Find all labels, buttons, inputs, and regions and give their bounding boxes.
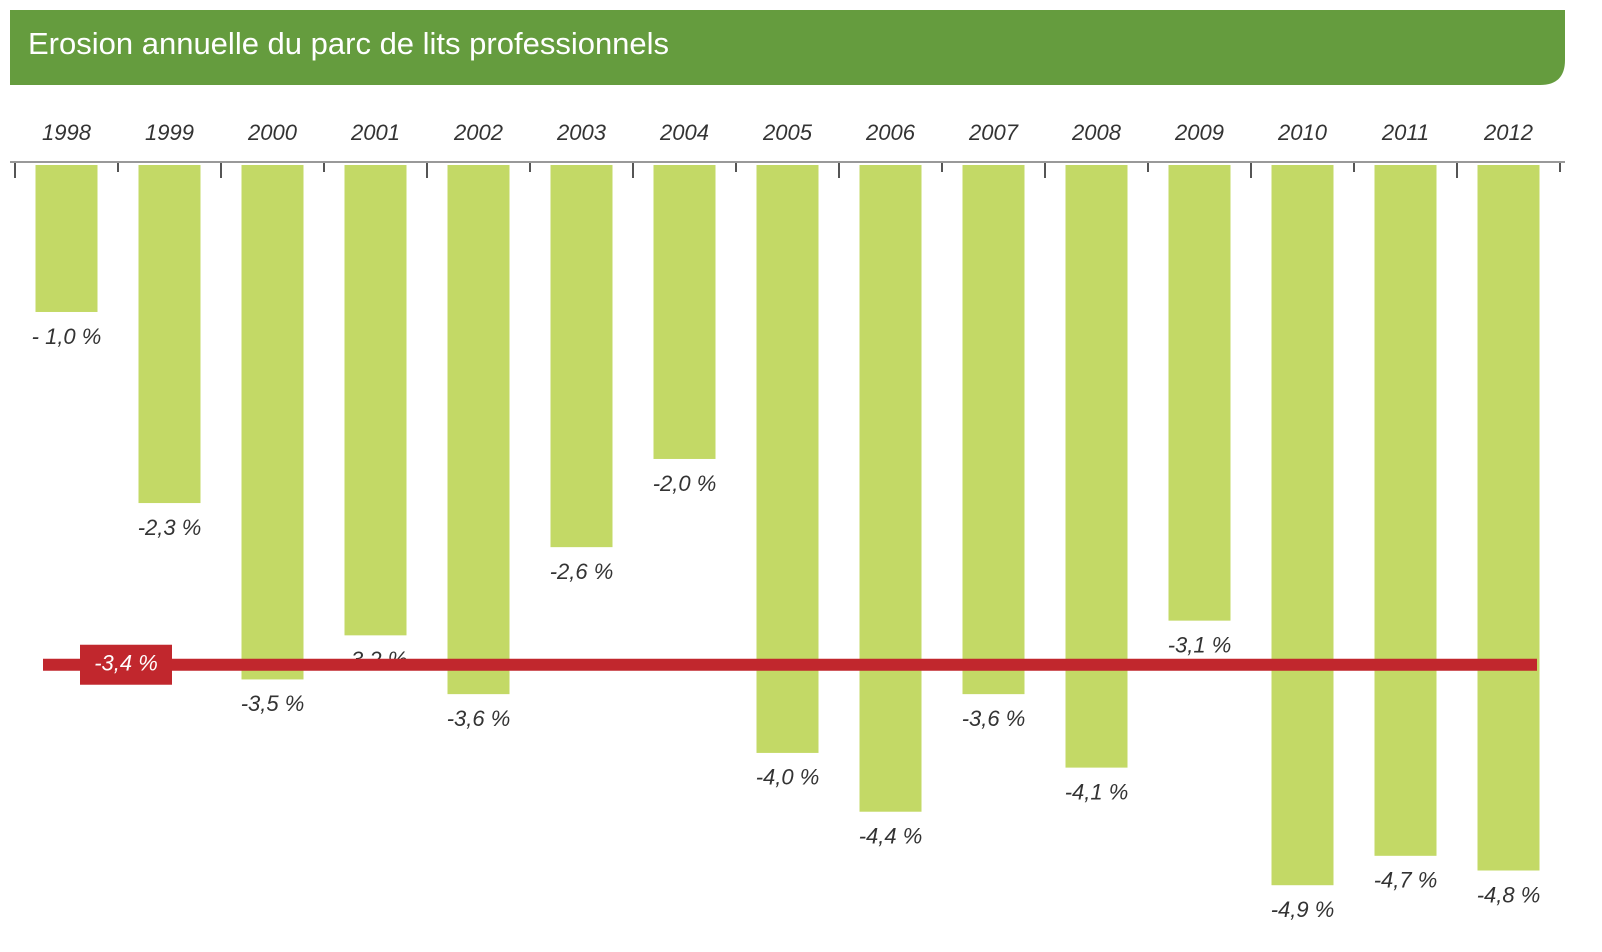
bar [1168,165,1231,621]
x-tick-label: 2012 [1483,120,1533,145]
value-label: -4,4 % [859,824,923,849]
x-tick-label: 2004 [659,120,709,145]
value-label: -2,0 % [653,471,717,496]
bar [1065,165,1128,768]
x-tick-label: 2005 [762,120,813,145]
x-tick-label: 1999 [145,120,194,145]
chart-title: Erosion annuelle du parc de lits profess… [28,26,669,61]
value-label: -3,6 % [447,706,511,731]
bar [756,165,819,753]
x-tick-label: 2010 [1277,120,1328,145]
bar [653,165,716,459]
value-label: -4,0 % [756,765,820,790]
bar [241,165,304,680]
value-label: -4,7 % [1374,868,1438,893]
bar [138,165,201,504]
x-tick-label: 2000 [247,120,298,145]
value-label: -4,8 % [1477,882,1541,907]
x-tick-label: 2001 [350,120,400,145]
value-label: -3,6 % [962,706,1026,731]
bar [35,165,98,312]
bar [859,165,922,812]
value-label: -2,6 % [550,559,614,584]
x-tick-label: 2003 [556,120,607,145]
bar [1477,165,1540,871]
average-label-box [80,644,172,685]
bar [550,165,613,548]
x-tick-label: 2007 [968,120,1019,145]
value-label: -3,5 % [241,691,305,716]
value-label: - 1,0 % [32,324,102,349]
value-label: -4,1 % [1065,779,1129,804]
bar [447,165,510,695]
bar [962,165,1025,695]
bar [344,165,407,636]
value-label: -4,9 % [1271,897,1335,922]
x-tick-label: 1998 [42,120,92,145]
average-label: -3,4 % [94,651,158,676]
value-label: -3,1 % [1168,632,1232,657]
bar [1374,165,1437,856]
x-tick-label: 2009 [1174,120,1224,145]
x-tick-label: 2008 [1071,120,1122,145]
bar [1271,165,1334,886]
x-tick-label: 2006 [865,120,916,145]
x-tick-label: 2011 [1381,120,1429,145]
value-label: -2,3 % [138,515,202,540]
title-banner [10,10,1565,85]
x-tick-label: 2002 [453,120,503,145]
